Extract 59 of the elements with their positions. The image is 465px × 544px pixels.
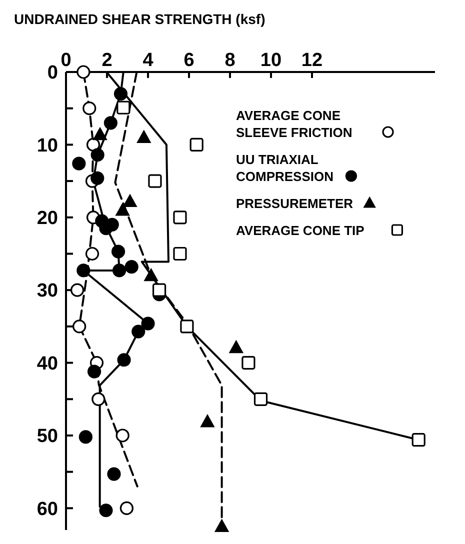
point bbox=[173, 210, 187, 224]
point bbox=[148, 174, 162, 188]
x-tick-label: 8 bbox=[224, 50, 236, 71]
point bbox=[87, 364, 102, 378]
legend-label: AVERAGE CONE SLEEVE FRICTION bbox=[236, 108, 352, 140]
point bbox=[90, 171, 104, 185]
point bbox=[78, 430, 92, 444]
y-tick-label: 50 bbox=[36, 426, 58, 448]
point bbox=[104, 116, 118, 130]
point bbox=[144, 268, 158, 282]
point bbox=[72, 320, 86, 334]
point bbox=[173, 246, 187, 261]
point bbox=[200, 414, 214, 428]
point bbox=[76, 264, 90, 278]
point bbox=[242, 356, 256, 370]
x-tick-label: 4 bbox=[142, 50, 154, 71]
point bbox=[412, 433, 426, 447]
y-tick-label: 60 bbox=[36, 498, 58, 520]
point bbox=[82, 102, 96, 116]
point bbox=[215, 520, 229, 532]
legend-label: PRESSUREMETER bbox=[236, 196, 354, 211]
point bbox=[114, 87, 128, 101]
y-tick-label: 30 bbox=[36, 280, 58, 302]
chart-title: UNDRAINED SHEAR STRENGTH (ksf) bbox=[14, 11, 266, 27]
point bbox=[99, 504, 113, 518]
point bbox=[93, 128, 107, 140]
point bbox=[112, 264, 126, 278]
point bbox=[190, 138, 204, 152]
point bbox=[229, 340, 243, 354]
point bbox=[132, 324, 146, 338]
x-tick-label: 10 bbox=[260, 50, 282, 71]
point bbox=[92, 392, 106, 406]
point bbox=[117, 353, 131, 367]
point bbox=[85, 246, 100, 261]
point bbox=[120, 501, 134, 515]
legend-label: AVERAGE CONE TIP bbox=[236, 223, 365, 238]
point bbox=[111, 244, 126, 258]
point bbox=[137, 130, 151, 144]
point bbox=[72, 156, 86, 170]
point bbox=[123, 194, 137, 208]
point bbox=[152, 283, 166, 297]
point bbox=[70, 283, 84, 297]
y-tick-label: 20 bbox=[36, 208, 58, 230]
y-tick-label: 40 bbox=[36, 353, 58, 374]
x-tick-label: 0 bbox=[60, 50, 72, 71]
legend-label: UU TRIAXIAL COMPRESSION bbox=[236, 152, 334, 184]
x-tick-label: 2 bbox=[102, 50, 112, 71]
x-tick-label: 6 bbox=[184, 50, 194, 71]
x-tick-label: 12 bbox=[301, 50, 323, 71]
point bbox=[76, 65, 90, 79]
point bbox=[107, 467, 121, 481]
point bbox=[254, 392, 268, 406]
point bbox=[141, 316, 155, 330]
point bbox=[180, 320, 194, 334]
point bbox=[116, 428, 130, 442]
y-tick-label: 10 bbox=[36, 135, 58, 156]
point bbox=[124, 260, 138, 274]
point bbox=[116, 203, 130, 216]
point bbox=[90, 148, 104, 162]
